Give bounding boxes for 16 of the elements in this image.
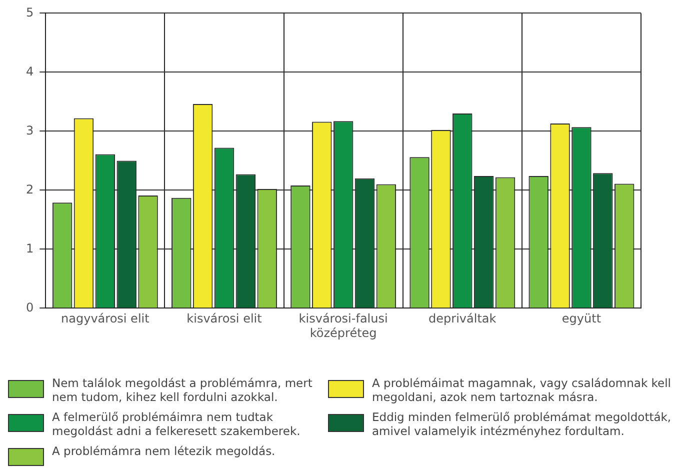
x-tick-label: együtt xyxy=(562,312,602,326)
legend-label: Nem találok megoldást a problémámra, mert nem tudom, kihez kell fordulni azokkal. xyxy=(52,376,314,404)
x-tick-label: nagyvárosi elit xyxy=(61,312,150,326)
y-tick-label: 2 xyxy=(26,182,34,196)
y-tick-label: 5 xyxy=(26,5,34,20)
legend-label: A felmerülő problémáimra nem tudtak megoldást adni a felkeresett szakemberek. xyxy=(52,410,302,438)
y-tick-label: 1 xyxy=(26,241,34,256)
y-tick-label: 3 xyxy=(26,123,34,138)
x-tick-label: depriváltak xyxy=(428,312,496,326)
legend-label: Eddig minden felmerülő problémámat megoldották, amivel valamelyik intézményhez fordultam. xyxy=(372,410,672,438)
x-tick-label: kisvárosi-falusi középréteg xyxy=(298,312,388,340)
legend-label: A problémáimat magamnak, vagy családomnak kell megoldani, azok nem tartoznak másra. xyxy=(372,376,672,404)
legend-label: A problémámra nem létezik megoldás. xyxy=(52,444,276,458)
y-tick-label: 0 xyxy=(26,300,34,314)
x-tick-label: kisvárosi elit xyxy=(186,312,262,326)
y-tick-label: 4 xyxy=(26,64,34,78)
